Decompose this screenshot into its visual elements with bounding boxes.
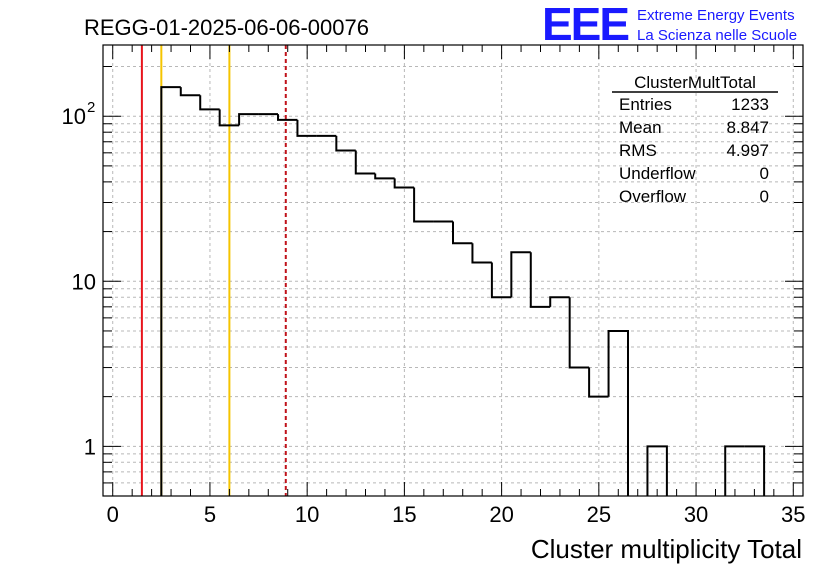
stats-row-value: 1233 — [731, 95, 769, 114]
histogram-bin — [724, 445, 745, 496]
histogram-bin — [354, 150, 376, 175]
histogram-bin — [568, 297, 590, 369]
histogram-bin — [744, 445, 766, 496]
histogram-bin — [646, 445, 668, 496]
histogram-bin — [160, 86, 181, 496]
plot-frame — [102, 44, 804, 497]
chart-title: REGG-01-2025-06-06-00076 — [84, 15, 369, 40]
x-tick-label: 30 — [684, 502, 708, 527]
x-tick-label: 15 — [392, 502, 416, 527]
histogram-bin — [510, 251, 531, 298]
logo-line2: La Scienza nelle Scuole — [637, 27, 797, 44]
logo-line1: Extreme Energy Events — [637, 7, 795, 24]
x-axis-title: Cluster multiplicity Total — [531, 534, 802, 564]
histogram-bin — [549, 296, 570, 307]
y-tick-label: 10 — [72, 269, 96, 294]
x-tick-label: 0 — [107, 502, 119, 527]
histogram-bin — [607, 329, 629, 496]
histogram-bin — [588, 367, 609, 398]
axes — [102, 44, 804, 497]
stats-row-label: RMS — [619, 141, 657, 160]
y-tick-label: 10 — [62, 104, 86, 129]
histogram-bars — [160, 86, 766, 496]
stats-row-value: 0 — [760, 187, 769, 206]
histogram-bin — [413, 187, 434, 223]
stats-row-label: Overflow — [619, 187, 687, 206]
y-tick-label: 1 — [84, 434, 96, 459]
histogram-bin — [452, 221, 473, 245]
x-tick-label: 10 — [295, 502, 319, 527]
histogram-bin — [529, 252, 551, 308]
histogram-bin — [393, 178, 415, 189]
x-tick-label: 35 — [781, 502, 805, 527]
grid — [103, 45, 803, 497]
stats-box: ClusterMultTotal Entries 1233 Mean 8.847 RMS 4… — [612, 73, 778, 206]
eee-logo: EEE Extreme Energy Events La Scienza nel… — [542, 0, 797, 50]
stats-row-value: 8.847 — [726, 118, 769, 137]
stats-row-label: Underflow — [619, 164, 696, 183]
histogram-bin — [179, 87, 201, 97]
x-tick-label: 20 — [489, 502, 513, 527]
y-tick-exponent: 2 — [87, 99, 95, 116]
histogram-bin — [490, 262, 512, 299]
histogram-bin — [277, 114, 298, 121]
stats-row-value: 0 — [760, 164, 769, 183]
histogram-bin — [374, 173, 395, 180]
stats-row-label: Mean — [619, 118, 662, 137]
histogram-bin — [296, 119, 317, 137]
histogram-bin — [238, 113, 259, 126]
histogram-bin — [218, 109, 240, 127]
stats-row-label: Entries — [619, 95, 672, 114]
stats-box-title: ClusterMultTotal — [634, 73, 756, 92]
x-tick-label: 25 — [587, 502, 611, 527]
logo-mark: EEE — [542, 0, 628, 50]
histogram-bin — [471, 243, 492, 264]
x-tick-label: 5 — [204, 502, 216, 527]
histogram-bin — [335, 135, 356, 152]
reference-lines — [140, 45, 287, 496]
stats-row-value: 4.997 — [726, 141, 769, 160]
histogram-bin — [199, 95, 220, 111]
